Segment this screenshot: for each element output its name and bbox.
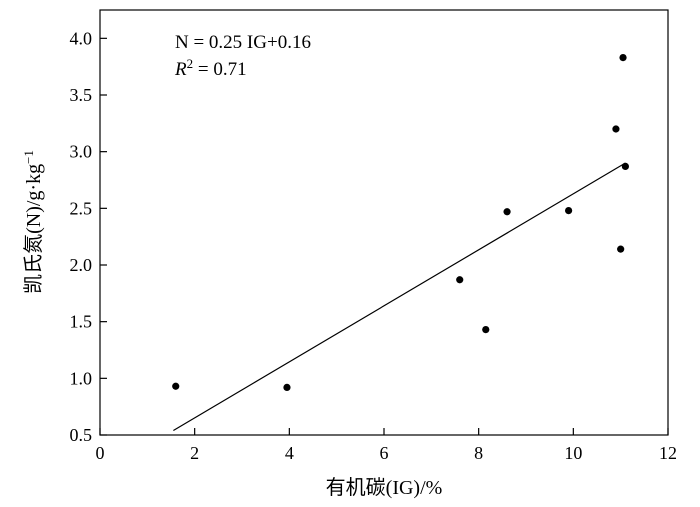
data-points	[172, 54, 630, 391]
data-point	[617, 245, 625, 253]
data-point	[503, 208, 511, 216]
x-tick-label: 12	[659, 443, 677, 463]
data-point	[565, 207, 573, 215]
y-tick-label: 2.5	[70, 198, 93, 218]
data-point	[619, 54, 627, 62]
y-axis-title: 凯氏氮(N)/g·kg−1	[21, 150, 46, 294]
y-tick-label: 3.5	[70, 85, 93, 105]
regression-line	[173, 162, 626, 431]
y-axis-title-superscript: −1	[21, 150, 36, 164]
data-point	[283, 383, 291, 391]
data-point	[456, 276, 464, 284]
x-axis: 0 2 4 6 8 10 12	[96, 428, 677, 463]
x-tick-label: 6	[380, 443, 389, 463]
y-axis-title-main: 凯氏氮(N)/g·kg	[22, 164, 45, 294]
r-squared-value: = 0.71	[193, 59, 246, 80]
r-symbol: R	[174, 59, 187, 80]
x-axis-title: 有机碳(IG)/%	[326, 476, 443, 499]
x-tick-label: 10	[564, 443, 582, 463]
x-tick-label: 4	[285, 443, 294, 463]
x-tick-label: 2	[190, 443, 199, 463]
x-tick-label: 0	[96, 443, 105, 463]
r-squared-annotation: R2 = 0.71	[174, 56, 247, 81]
data-point	[612, 125, 620, 133]
r-squared-superscript: 2	[187, 56, 194, 71]
y-tick-label: 1.0	[70, 368, 93, 388]
x-tick-label: 8	[474, 443, 483, 463]
equation-annotation: N = 0.25 IG+0.16	[175, 32, 311, 53]
y-tick-label: 2.0	[70, 255, 93, 275]
data-point	[621, 162, 630, 170]
y-tick-label: 3.0	[70, 142, 93, 162]
data-point	[482, 326, 490, 334]
data-point	[172, 382, 180, 390]
y-axis: 0.5 1.0 1.5 2.0 2.5 3.0 3.5 4.0	[70, 28, 107, 445]
y-tick-label: 0.5	[70, 425, 93, 445]
y-tick-label: 1.5	[70, 312, 93, 332]
y-tick-label: 4.0	[70, 28, 93, 48]
